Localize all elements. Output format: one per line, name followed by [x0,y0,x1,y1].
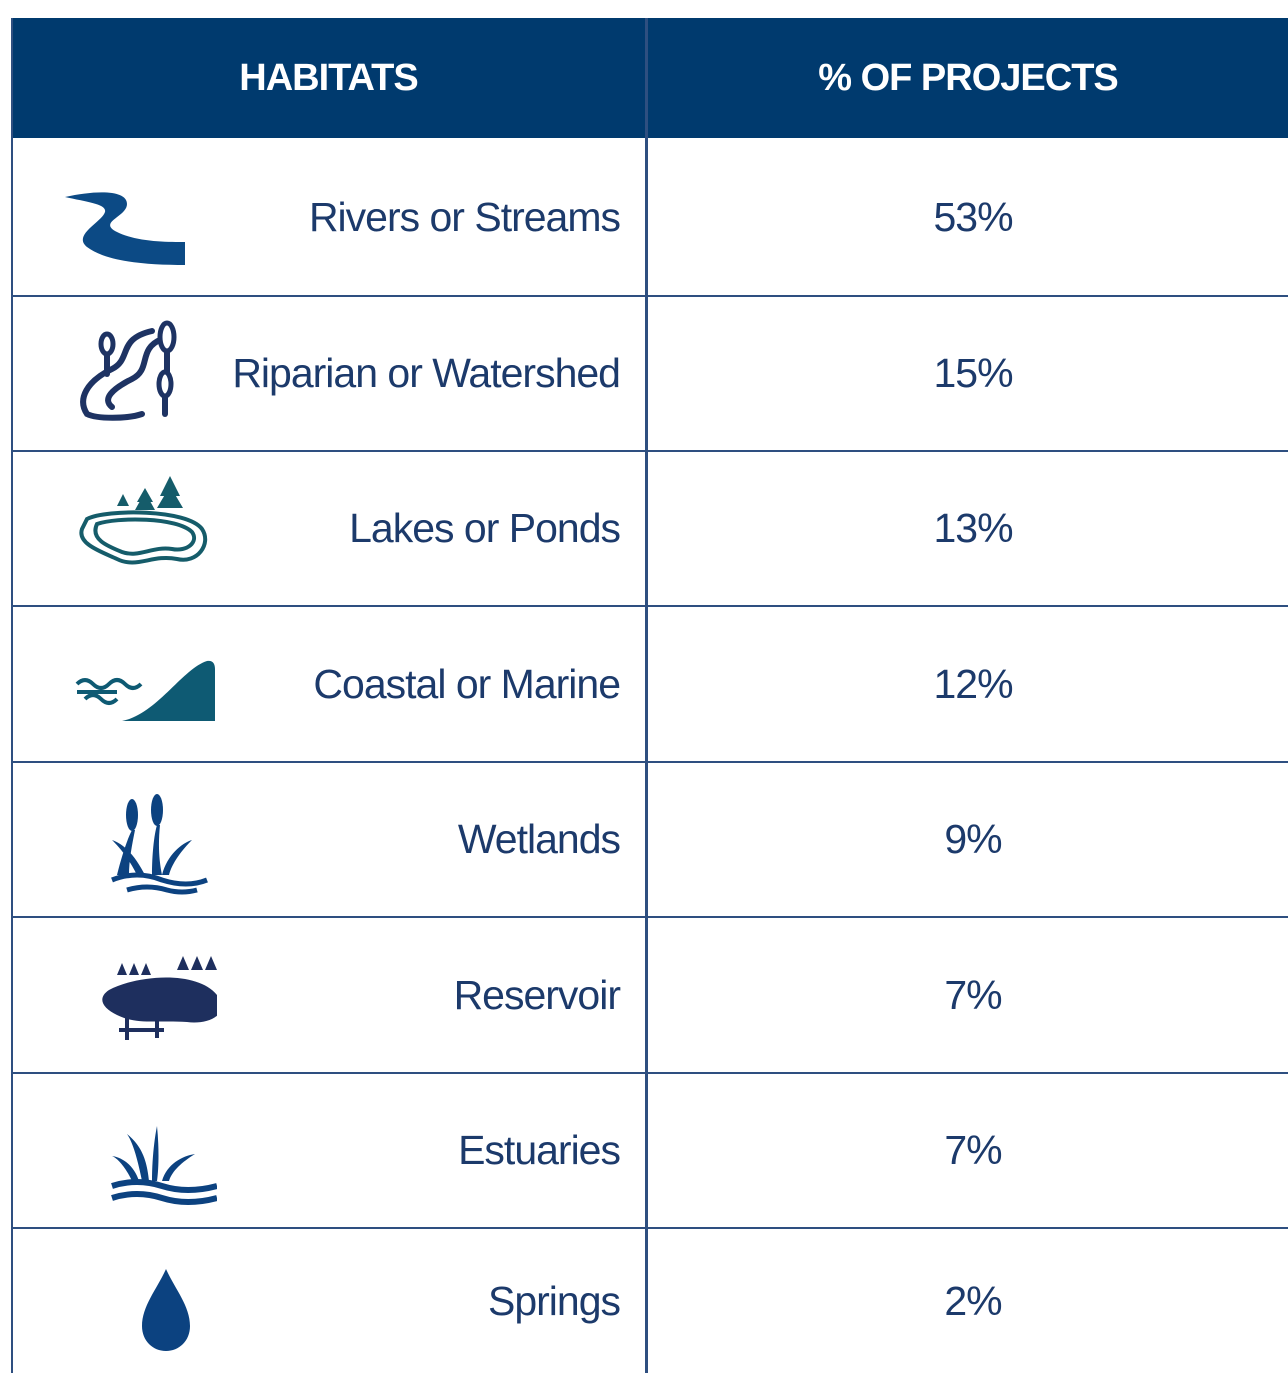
icon-riparian [80,320,177,421]
percent: 9% [944,816,1002,862]
habitat-name: Coastal or Marine [313,660,621,707]
habitat-name: Estuaries [458,1127,621,1173]
table-row: Springs 2% [12,1229,1288,1373]
percent: 7% [944,971,1002,1018]
table-row: Coastal or Marine 12% [12,607,1288,763]
percent: 15% [933,350,1013,396]
icon-river [65,192,185,265]
column-divider [645,18,648,1373]
table-row: Reservoir 7% [12,918,1288,1074]
table-row: Wetlands 9% [12,763,1288,918]
table-row: Lakes or Ponds 13% [12,452,1288,607]
percent: 12% [933,660,1013,707]
percent: 13% [933,505,1013,551]
percent: 2% [944,1277,1002,1324]
header-cell: HABITATS [12,18,645,138]
habitat-name: Springs [487,1277,621,1324]
icon-springs [142,1269,190,1351]
habitat-name: Rivers or Streams [308,194,621,240]
habitat-name: Riparian or Watershed [232,350,621,396]
icon-estuaries [111,1126,217,1205]
header-cell: % OF PROJECTS [648,18,1288,138]
percent: 7% [944,1127,1002,1173]
habitat-name: Wetlands [457,816,621,862]
icon-reservoir [102,956,217,1040]
icon-wetlands [111,794,208,895]
icon-lake [79,476,208,565]
table-row: Estuaries 7% [12,1074,1288,1229]
percent: 53% [933,194,1013,240]
habitat-name: Reservoir [453,971,621,1018]
table-row: Riparian or Watershed 15% [12,297,1288,452]
table-row: Rivers or Streams 53% [12,140,1288,297]
icon-coastal [75,660,215,721]
left-border [11,18,13,1373]
habitat-name: Lakes or Ponds [349,505,621,551]
